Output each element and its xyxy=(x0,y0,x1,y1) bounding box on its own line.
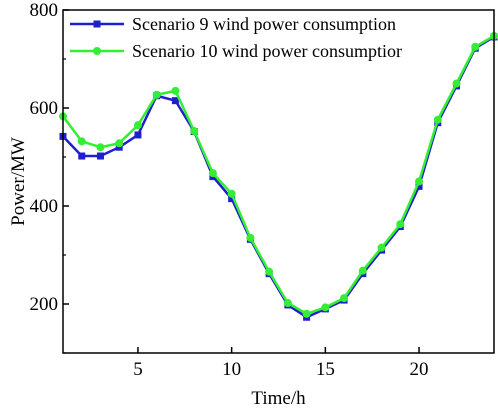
data-point xyxy=(321,303,330,312)
data-point xyxy=(152,90,161,99)
data-point xyxy=(171,86,180,95)
y-tick-label: 800 xyxy=(30,0,59,21)
series-2 xyxy=(59,31,498,318)
ticks-layer: 5 10 15 20 200 400 600 800 xyxy=(30,0,429,380)
series-line xyxy=(61,34,495,316)
data-point xyxy=(340,294,349,303)
y-axis-label: Power/MW xyxy=(8,137,29,226)
legend-label: Scenario 9 wind power consumption xyxy=(132,14,396,34)
series-1 xyxy=(59,33,498,321)
legend: Scenario 9 wind power consumption Scenari… xyxy=(70,14,402,61)
data-point xyxy=(302,309,311,318)
legend-item: Scenario 10 wind power consumptior xyxy=(70,41,402,61)
data-point xyxy=(133,121,142,130)
data-point xyxy=(227,189,236,198)
x-tick-label: 15 xyxy=(316,359,335,380)
legend-marker xyxy=(93,20,101,28)
data-point xyxy=(415,182,423,190)
x-tick-label: 10 xyxy=(222,359,241,380)
data-point xyxy=(471,42,480,51)
y-tick-label: 600 xyxy=(30,98,59,119)
data-point xyxy=(283,299,292,308)
x-tick-label: 20 xyxy=(410,359,429,380)
x-axis-label: Time/h xyxy=(251,388,306,409)
data-point xyxy=(78,152,86,160)
data-point xyxy=(433,115,442,124)
y-tick-label: 200 xyxy=(30,294,59,315)
data-point xyxy=(96,152,104,160)
legend-label: Scenario 10 wind power consumptior xyxy=(132,41,402,61)
data-point xyxy=(77,137,86,146)
data-point xyxy=(377,243,386,252)
data-point xyxy=(396,220,405,229)
legend-marker xyxy=(93,47,101,55)
data-point xyxy=(171,97,179,105)
x-tick-label: 5 xyxy=(133,359,143,380)
legend-item: Scenario 9 wind power consumption xyxy=(70,14,396,34)
data-point xyxy=(358,266,367,275)
data-point xyxy=(96,143,105,152)
data-point xyxy=(134,131,142,139)
y-tick-label: 400 xyxy=(30,196,59,217)
series-layer xyxy=(59,31,498,321)
data-point xyxy=(115,139,124,148)
data-point xyxy=(228,195,236,203)
plot-frame xyxy=(62,9,495,354)
data-point xyxy=(452,79,461,88)
data-point xyxy=(415,177,424,186)
data-point xyxy=(265,267,274,276)
data-point xyxy=(190,127,199,136)
data-point xyxy=(208,169,217,178)
data-point xyxy=(246,233,255,242)
series-line xyxy=(62,35,495,319)
